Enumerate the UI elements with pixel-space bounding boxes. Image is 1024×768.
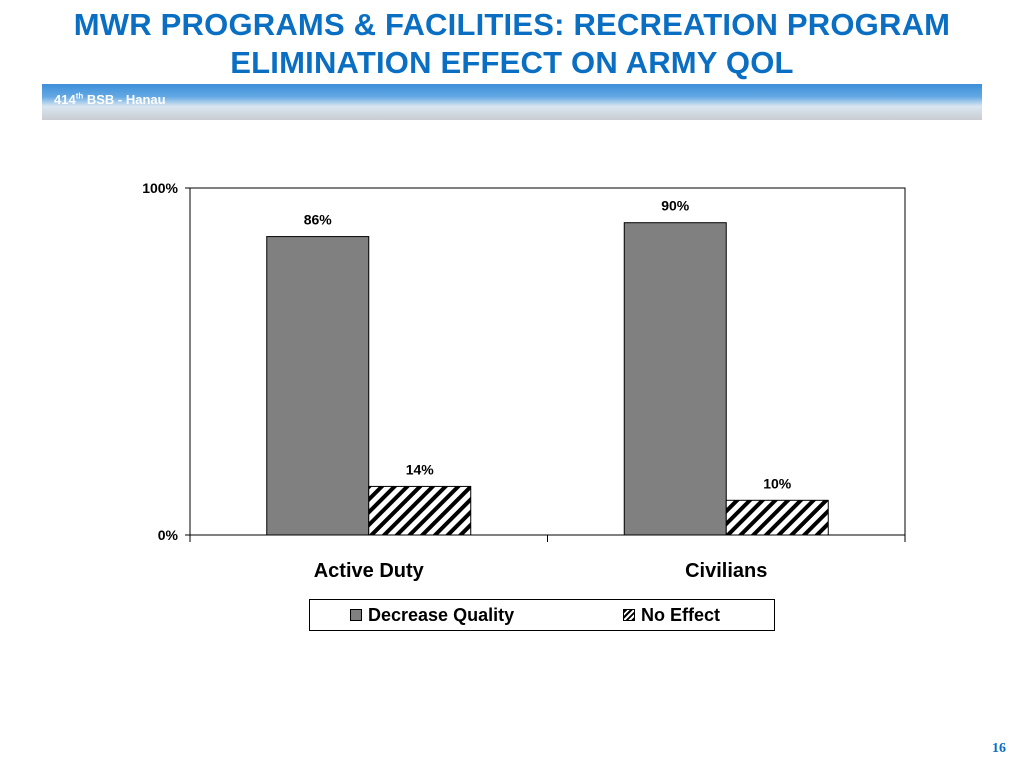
- banner-label: 414th BSB - Hanau: [54, 91, 166, 107]
- bar-civilians-decrease-quality: [623, 222, 727, 536]
- category-label-active-duty: Active Duty: [314, 560, 425, 582]
- data-label-active-duty-decrease-quality: 86%: [304, 212, 333, 228]
- slide-title-line-1: MWR PROGRAMS & FACILITIES: RECREATION PR…: [73, 7, 951, 42]
- banner-number: 414: [54, 92, 76, 107]
- banner-unit: BSB - Hanau: [83, 92, 166, 107]
- data-label-civilians-no-effect: 10%: [763, 475, 792, 491]
- legend-item-no-effect: No Effect: [623, 605, 720, 625]
- bar-civilians-no-effect: [725, 499, 829, 536]
- slide-title: MWR PROGRAMS & FACILITIES: RECREATION PR…: [0, 6, 1024, 82]
- page-number: 16: [992, 741, 1006, 756]
- slide-title-line-2: ELIMINATION EFFECT ON ARMY QOL: [230, 45, 794, 80]
- data-label-civilians-decrease-quality: 90%: [661, 198, 690, 214]
- legend-swatch-decrease-quality: [350, 609, 362, 621]
- data-label-active-duty-no-effect: 14%: [406, 461, 435, 477]
- legend-label-no-effect: No Effect: [641, 605, 721, 625]
- banner-superscript: th: [75, 91, 84, 101]
- category-label-civilians: Civilians: [685, 560, 767, 582]
- y-tick-label: 0%: [158, 527, 179, 543]
- header-banner: 414th BSB - Hanau: [42, 84, 982, 120]
- legend-swatch-no-effect: [623, 609, 635, 621]
- legend-item-decrease-quality: Decrease Quality: [350, 605, 514, 625]
- bar-active-duty-no-effect: [368, 485, 472, 536]
- legend-label-decrease-quality: Decrease Quality: [368, 605, 515, 625]
- chart-legend: Decrease Quality No Effect: [309, 599, 775, 631]
- bar-active-duty-decrease-quality: [266, 236, 370, 536]
- y-tick-label: 100%: [142, 180, 178, 196]
